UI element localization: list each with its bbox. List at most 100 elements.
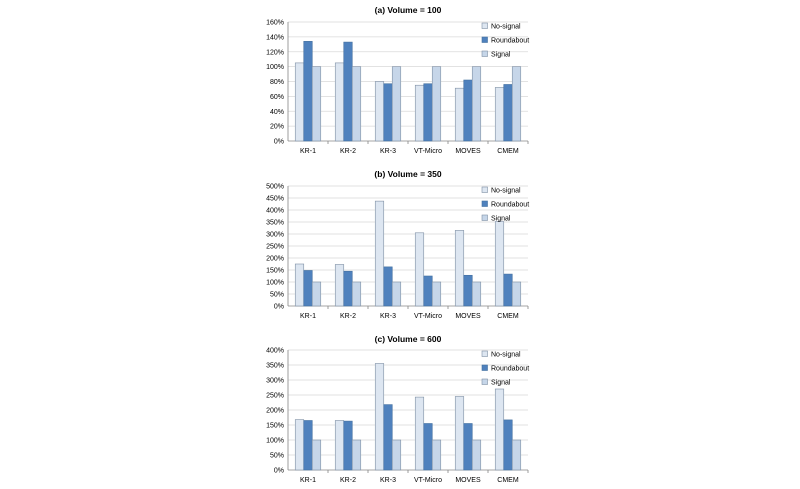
y-tick-label: 500% (266, 184, 284, 191)
y-tick-label: 120% (266, 49, 284, 56)
bar-no-signal-cmem (494, 388, 505, 471)
bar-signal-kr-1 (311, 281, 322, 307)
y-tick-label: 50% (270, 453, 284, 460)
x-tick-label: CMEM (497, 313, 519, 320)
bar-signal-vt-micro (431, 281, 442, 307)
y-tick-label: 100% (266, 64, 284, 71)
legend-swatch-roundabout (481, 36, 488, 43)
y-tick-label: 350% (266, 220, 284, 227)
legend-swatch-no-signal (481, 186, 488, 193)
bar-no-signal-vt-micro (414, 396, 425, 471)
chart-panel-3: (c) Volume = 600 0% 50% 100% 150% 200% 250% 300… (266, 334, 529, 484)
y-tick-label: 80% (270, 79, 284, 86)
x-tick-label: KR-1 (300, 148, 316, 155)
x-tick-label: KR-3 (380, 148, 396, 155)
bar-roundabout-vt-micro (423, 83, 433, 142)
bar-no-signal-kr-2 (334, 420, 345, 471)
chart-title: (b) Volume = 350 (374, 169, 441, 179)
bar-no-signal-moves (454, 396, 465, 471)
x-tick-label: KR-3 (380, 477, 396, 484)
bar-signal-kr-1 (311, 439, 322, 471)
legend-label-signal: Signal (491, 380, 511, 387)
bar-roundabout-kr-1 (303, 41, 313, 142)
legend-swatch-signal (481, 378, 488, 385)
legend-swatch-signal (481, 214, 488, 221)
bar-roundabout-kr-2 (343, 41, 353, 142)
bar-signal-cmem (511, 281, 522, 307)
bar-roundabout-kr-3 (383, 266, 393, 307)
y-tick-label: 150% (266, 423, 284, 430)
y-tick-label: 50% (270, 292, 284, 299)
y-tick-label: 250% (266, 244, 284, 251)
bar-no-signal-vt-micro (414, 232, 425, 307)
y-tick-label: 0% (274, 304, 284, 311)
legend-label-no-signal: No-signal (491, 188, 521, 195)
bar-no-signal-kr-1 (294, 419, 305, 471)
legend-swatch-roundabout (481, 200, 488, 207)
legend-label-signal: Signal (491, 52, 511, 59)
bar-no-signal-moves (454, 87, 465, 142)
y-tick-label: 100% (266, 438, 284, 445)
x-tick-label: VT-Micro (414, 313, 442, 320)
legend-swatch-signal (481, 50, 488, 57)
bar-signal-moves (471, 439, 482, 471)
x-tick-label: MOVES (455, 313, 481, 320)
bar-no-signal-moves (454, 230, 465, 307)
bar-signal-kr-3 (391, 439, 402, 471)
x-tick-label: MOVES (455, 148, 481, 155)
y-tick-label: 250% (266, 393, 284, 400)
y-tick-label: 0% (274, 139, 284, 146)
x-tick-label: CMEM (497, 477, 519, 484)
y-tick-label: 100% (266, 280, 284, 287)
bar-roundabout-vt-micro (423, 275, 433, 307)
x-tick-label: VT-Micro (414, 477, 442, 484)
x-tick-label: KR-3 (380, 313, 396, 320)
x-tick-label: KR-2 (340, 148, 356, 155)
y-tick-label: 150% (266, 268, 284, 275)
y-tick-label: 60% (270, 94, 284, 101)
x-tick-label: KR-2 (340, 477, 356, 484)
bar-no-signal-kr-3 (374, 81, 385, 142)
legend-swatch-no-signal (481, 350, 488, 357)
bar-roundabout-cmem (503, 273, 513, 307)
bar-signal-kr-2 (351, 439, 362, 471)
bar-roundabout-kr-3 (383, 404, 393, 471)
y-tick-label: 40% (270, 109, 284, 116)
y-tick-label: 400% (266, 348, 284, 355)
chart-panel-2: (b) Volume = 350 0% 50% 100% 150% 200% 250% 300… (266, 169, 529, 320)
legend-swatch-roundabout (481, 364, 488, 371)
bar-roundabout-moves (463, 423, 473, 471)
bar-signal-cmem (511, 66, 522, 142)
y-tick-label: 160% (266, 20, 284, 27)
bar-signal-moves (471, 281, 482, 307)
legend-label-signal: Signal (491, 216, 511, 223)
bar-no-signal-cmem (494, 221, 505, 307)
y-tick-label: 300% (266, 378, 284, 385)
bar-signal-moves (471, 66, 482, 142)
y-tick-label: 300% (266, 232, 284, 239)
chart-panel-1: (a) Volume = 100 0% 20% 40% 60% 80% 100% 120% 14… (266, 5, 529, 155)
bar-no-signal-kr-3 (374, 363, 385, 471)
bar-roundabout-cmem (503, 419, 513, 471)
y-tick-label: 350% (266, 363, 284, 370)
legend-label-roundabout: Roundabout (491, 366, 529, 373)
bar-no-signal-kr-1 (294, 62, 305, 142)
bar-signal-kr-3 (391, 281, 402, 307)
bar-roundabout-kr-2 (343, 420, 353, 471)
chart-title: (a) Volume = 100 (375, 5, 442, 15)
x-tick-label: KR-2 (340, 313, 356, 320)
bar-signal-kr-1 (311, 66, 322, 142)
x-tick-label: KR-1 (300, 313, 316, 320)
bar-roundabout-kr-2 (343, 270, 353, 307)
bar-roundabout-vt-micro (423, 423, 433, 471)
bar-signal-kr-2 (351, 281, 362, 307)
bar-no-signal-kr-3 (374, 200, 385, 307)
bar-no-signal-vt-micro (414, 84, 425, 142)
bar-no-signal-kr-2 (334, 264, 345, 307)
bar-signal-vt-micro (431, 439, 442, 471)
y-tick-label: 450% (266, 196, 284, 203)
legend-label-no-signal: No-signal (491, 352, 521, 359)
x-tick-label: KR-1 (300, 477, 316, 484)
y-tick-label: 0% (274, 468, 284, 475)
